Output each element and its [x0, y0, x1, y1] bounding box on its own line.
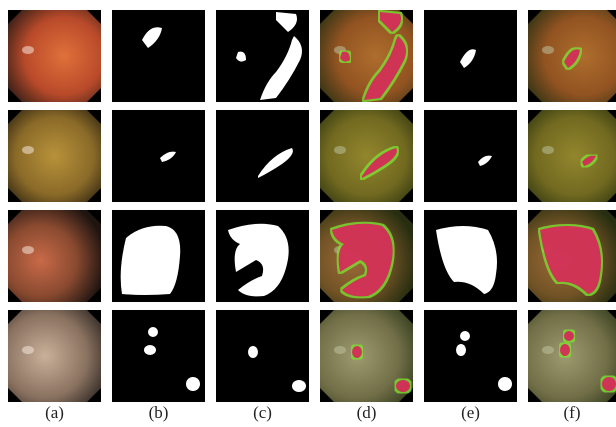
image-row — [8, 310, 616, 402]
mask-region — [498, 377, 512, 391]
figure: (a) (b) (c) (d) (e) (f) — [0, 0, 616, 427]
panel-content — [528, 310, 616, 402]
panel-label: (a) — [45, 403, 64, 422]
overlay-region — [352, 346, 362, 358]
image-row — [8, 110, 616, 202]
overlay-tint — [528, 310, 616, 402]
panel-label: (e) — [461, 403, 480, 422]
panel — [112, 110, 205, 202]
panel-content — [528, 210, 616, 302]
panel-content — [216, 10, 309, 102]
panel-content — [8, 110, 101, 202]
panel-labels: (a) (b) (c) (d) (e) (f) — [45, 403, 580, 422]
panel-content — [320, 210, 413, 302]
mask-region — [456, 344, 466, 356]
overlay-region — [396, 380, 410, 392]
panel-content — [528, 10, 616, 102]
panel-content — [424, 210, 517, 302]
panel — [216, 110, 309, 202]
specular-highlight — [22, 146, 34, 154]
mask-region — [148, 327, 158, 337]
mask-background — [112, 110, 205, 202]
panel — [216, 210, 309, 302]
panel — [528, 10, 616, 102]
overlay-region — [602, 377, 616, 391]
panel — [528, 210, 616, 302]
panel — [320, 110, 413, 202]
panel — [424, 210, 517, 302]
mask-region — [460, 331, 470, 341]
panel-content — [320, 10, 413, 102]
overlay-tint — [320, 110, 413, 202]
panel-content — [528, 110, 616, 202]
panel — [320, 10, 413, 102]
panel-content — [112, 10, 205, 102]
panel — [8, 210, 101, 302]
panel — [112, 310, 205, 402]
panel-content — [424, 310, 517, 402]
panel-content — [8, 10, 101, 102]
panel — [528, 310, 616, 402]
mask-region — [186, 377, 200, 391]
panel — [216, 10, 309, 102]
panel-label: (f) — [564, 403, 581, 422]
mask-background — [112, 10, 205, 102]
panel — [424, 310, 517, 402]
panel-content — [8, 210, 101, 302]
mask-region — [292, 380, 306, 392]
specular-highlight — [22, 346, 34, 354]
panel — [8, 10, 101, 102]
panel-content — [320, 110, 413, 202]
panel — [8, 110, 101, 202]
mask-region — [144, 345, 156, 355]
image-row — [8, 10, 616, 102]
panel — [112, 10, 205, 102]
overlay-region — [564, 331, 574, 341]
panel-content — [424, 10, 517, 102]
panel — [424, 110, 517, 202]
panel-label: (b) — [149, 403, 169, 422]
panel — [8, 310, 101, 402]
panel-content — [320, 310, 413, 402]
panel-label: (c) — [253, 403, 272, 422]
panel-content — [8, 310, 101, 402]
endoscopy-image — [8, 310, 101, 402]
overlay-tint — [528, 110, 616, 202]
panel-content — [424, 110, 517, 202]
panel — [112, 210, 205, 302]
page: (a)(b)(c)(d)(e)(f) (() => { const data =… — [0, 0, 616, 427]
mask-region — [248, 346, 258, 358]
panel — [320, 210, 413, 302]
panel — [216, 310, 309, 402]
panel-content — [112, 210, 205, 302]
panel-content — [112, 110, 205, 202]
panel-content — [216, 310, 309, 402]
mask-region — [121, 226, 181, 295]
specular-highlight — [22, 46, 34, 54]
specular-highlight — [22, 246, 34, 254]
panel — [528, 110, 616, 202]
overlay-region — [560, 344, 570, 356]
endoscopy-image — [8, 210, 101, 302]
panel-content — [216, 110, 309, 202]
panel — [424, 10, 517, 102]
panel-content — [216, 210, 309, 302]
image-row — [8, 210, 616, 302]
endoscopy-image — [8, 10, 101, 102]
panel — [320, 310, 413, 402]
panel-content — [112, 310, 205, 402]
endoscopy-image — [8, 110, 101, 202]
mask-background — [424, 110, 517, 202]
panel-label: (d) — [357, 403, 377, 422]
mask-background — [216, 110, 309, 202]
